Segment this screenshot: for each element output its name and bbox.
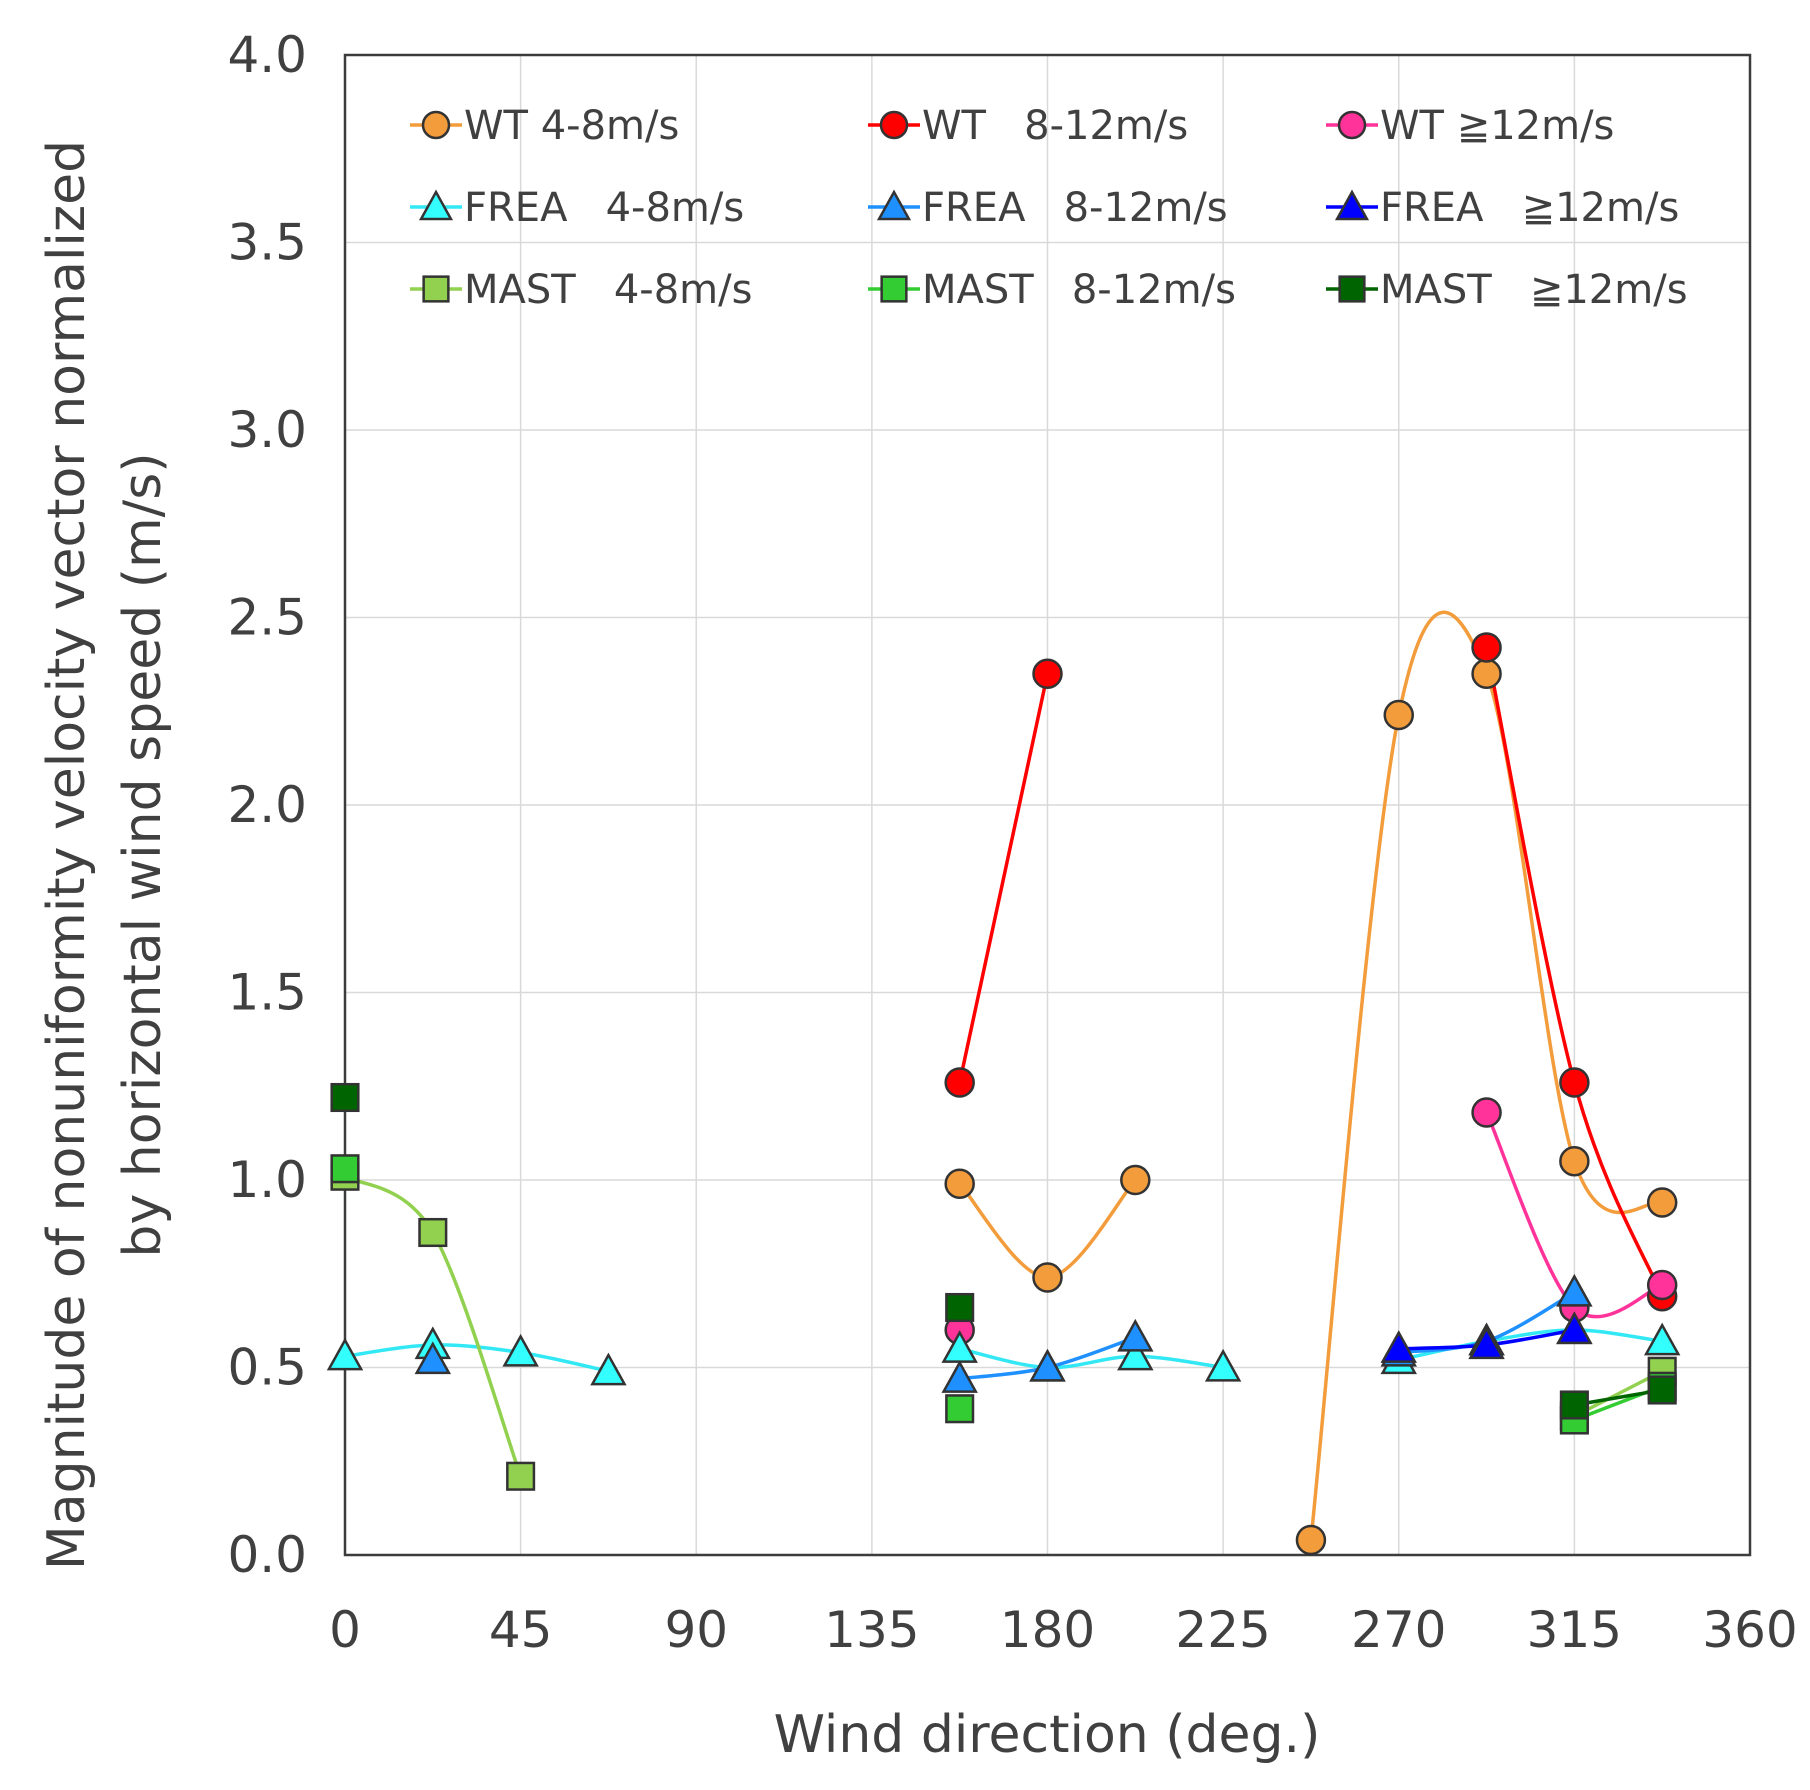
data-point-wt-8-12m-s xyxy=(1032,658,1063,689)
y-tick-label: 2.5 xyxy=(227,589,307,647)
legend-marker-triangle-icon xyxy=(1334,189,1370,221)
legend-item-frea-8-12m-s: FREA 8-12m/s xyxy=(868,185,1228,231)
legend-item-mast-ge12m-s: MAST ≧12m/s xyxy=(1326,267,1688,313)
series-markers-layer xyxy=(326,632,1681,1556)
series-lines-layer xyxy=(344,610,1664,1541)
legend: WT 4-8m/s WT 8-12m/s WT ≧12m/s FREA 4-8m/s F… xyxy=(410,103,1688,313)
series-line-wt-8-12m-s xyxy=(1484,647,1664,1297)
legend-item-wt-8-12m-s: WT 8-12m/s xyxy=(868,103,1188,149)
legend-marker-circle-icon xyxy=(1337,110,1367,140)
data-point-frea-ge12m-s xyxy=(1468,1326,1505,1360)
data-point-frea-8-12m-s xyxy=(1029,1348,1066,1382)
legend-item-frea-ge12m-s: FREA ≧12m/s xyxy=(1326,185,1679,231)
data-point-wt-8-12m-s xyxy=(944,1067,975,1098)
legend-label: MAST ≧12m/s xyxy=(1380,267,1688,313)
legend-label: FREA ≧12m/s xyxy=(1380,185,1679,231)
x-axis-ticks: 0 45 90 135 180 225 270 315 360 xyxy=(329,1601,1798,1659)
y-tick-label: 1.5 xyxy=(227,964,307,1022)
legend-item-wt-ge12m-s: WT ≧12m/s xyxy=(1326,103,1614,149)
x-tick-label: 315 xyxy=(1527,1601,1622,1659)
data-point-mast-4-8m-s xyxy=(418,1217,448,1248)
data-point-mast-ge12m-s xyxy=(330,1082,360,1113)
data-point-frea-4-8m-s xyxy=(1204,1348,1242,1382)
legend-label: FREA 8-12m/s xyxy=(922,185,1228,231)
data-point-wt-8-12m-s xyxy=(1471,632,1502,663)
legend-label: MAST 4-8m/s xyxy=(464,267,752,313)
legend-item-mast-8-12m-s: MAST 8-12m/s xyxy=(868,267,1236,313)
x-tick-label: 45 xyxy=(489,1601,553,1659)
data-point-mast-ge12m-s xyxy=(945,1292,975,1323)
legend-marker-circle-icon xyxy=(879,110,909,140)
x-tick-label: 270 xyxy=(1351,1601,1446,1659)
x-axis-title: Wind direction (deg.) xyxy=(774,1705,1321,1765)
data-point-wt-4-8m-s xyxy=(1383,699,1414,731)
data-point-frea-4-8m-s xyxy=(1117,1337,1154,1371)
data-point-frea-4-8m-s xyxy=(326,1337,364,1371)
legend-item-wt-4-8m-s: WT 4-8m/s xyxy=(410,103,679,149)
data-point-wt-4-8m-s xyxy=(944,1168,975,1199)
series-line-frea-4-8m-s xyxy=(959,1347,1224,1370)
legend-marker-square-icon xyxy=(880,275,908,303)
legend-marker-circle-icon xyxy=(421,110,451,140)
data-point-frea-4-8m-s xyxy=(590,1352,627,1386)
legend-marker-square-icon xyxy=(422,275,450,303)
data-point-frea-4-8m-s xyxy=(1643,1322,1681,1356)
legend-label: FREA 4-8m/s xyxy=(464,185,744,231)
series-line-wt-8-12m-s xyxy=(957,673,1050,1083)
data-point-frea-8-12m-s xyxy=(1117,1318,1154,1352)
series-line-frea-4-8m-s xyxy=(1398,1328,1663,1362)
legend-marker-triangle-icon xyxy=(876,189,912,221)
legend-label: WT 4-8m/s xyxy=(464,103,679,149)
data-point-frea-8-12m-s xyxy=(941,1360,978,1393)
y-axis-title-line-1: Magnitude of nonuniformity velocity vect… xyxy=(37,140,97,1570)
data-point-mast-8-12m-s xyxy=(945,1394,975,1424)
plot-area-frame xyxy=(343,53,1752,1557)
data-point-mast-ge12m-s xyxy=(1647,1375,1677,1405)
x-tick-label: 90 xyxy=(664,1601,728,1659)
y-tick-label: 3.0 xyxy=(227,401,307,459)
y-tick-label: 4.0 xyxy=(227,26,307,84)
y-tick-label: 0.5 xyxy=(227,1339,307,1397)
legend-label: MAST 8-12m/s xyxy=(922,267,1236,313)
data-point-wt-4-8m-s xyxy=(1646,1187,1678,1218)
y-tick-label: 1.0 xyxy=(227,1151,307,1209)
y-tick-label: 2.0 xyxy=(227,776,307,834)
series-line-mast-4-8m-s xyxy=(344,1174,523,1477)
data-point-wt-4-8m-s xyxy=(1295,1524,1327,1556)
data-point-wt-ge12m-s xyxy=(1646,1269,1678,1301)
y-axis-title-line-2: by horizontal wind speed (m/s) xyxy=(113,452,173,1257)
x-tick-label: 0 xyxy=(329,1601,361,1659)
data-point-frea-8-12m-s xyxy=(1556,1273,1593,1307)
legend-item-mast-4-8m-s: MAST 4-8m/s xyxy=(410,267,752,313)
legend-marker-square-icon xyxy=(1338,275,1366,303)
y-tick-label: 3.5 xyxy=(227,214,307,272)
legend-label: WT ≧12m/s xyxy=(1380,103,1614,149)
x-tick-label: 180 xyxy=(1000,1601,1095,1659)
data-point-wt-8-12m-s xyxy=(1559,1067,1590,1098)
data-point-frea-8-12m-s xyxy=(414,1341,452,1375)
data-point-mast-4-8m-s xyxy=(506,1461,536,1491)
data-point-wt-4-8m-s xyxy=(1471,658,1502,689)
data-point-frea-ge12m-s xyxy=(1380,1330,1417,1363)
x-tick-label: 360 xyxy=(1702,1601,1797,1659)
data-point-wt-ge12m-s xyxy=(1471,1097,1502,1128)
series-line-wt-4-8m-s xyxy=(1309,610,1663,1541)
data-point-frea-ge12m-s xyxy=(1556,1311,1593,1345)
data-point-wt-4-8m-s xyxy=(1559,1146,1590,1177)
legend-label: WT 8-12m/s xyxy=(922,103,1188,149)
y-axis-ticks: 0.0 0.5 1.0 1.5 2.0 2.5 3.0 3.5 4.0 xyxy=(227,26,307,1584)
legend-marker-triangle-icon xyxy=(418,189,454,221)
data-point-frea-4-8m-s xyxy=(502,1333,539,1367)
x-tick-label: 135 xyxy=(824,1601,919,1659)
x-tick-label: 225 xyxy=(1175,1601,1270,1659)
data-point-wt-4-8m-s xyxy=(1032,1262,1063,1293)
y-tick-label: 0.0 xyxy=(227,1526,307,1584)
legend-item-frea-4-8m-s: FREA 4-8m/s xyxy=(410,185,744,231)
data-point-mast-ge12m-s xyxy=(1559,1390,1589,1420)
data-point-mast-8-12m-s xyxy=(330,1154,360,1184)
data-point-wt-4-8m-s xyxy=(1120,1164,1151,1196)
